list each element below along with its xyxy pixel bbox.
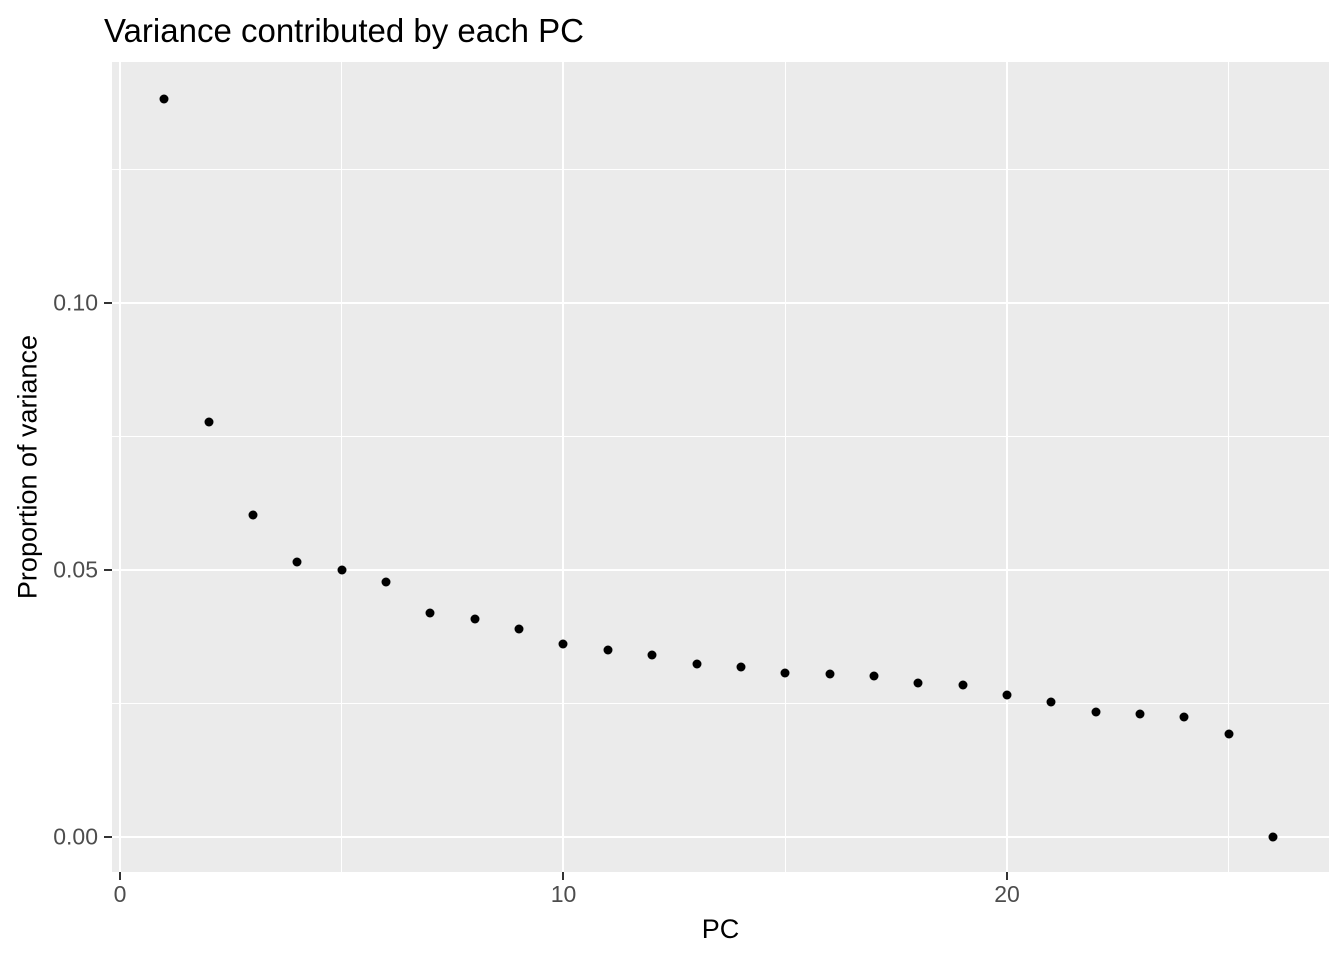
data-point — [825, 669, 835, 679]
data-point — [337, 565, 347, 575]
data-point — [292, 557, 302, 567]
data-point — [1046, 697, 1056, 707]
x-tick-mark — [1006, 872, 1008, 880]
x-axis-title: PC — [701, 914, 740, 944]
x-tick-mark — [562, 872, 565, 880]
gridline-minor-vertical — [784, 62, 786, 872]
data-point — [913, 678, 923, 688]
y-tick-mark — [104, 835, 112, 838]
plot-panel — [112, 62, 1329, 872]
data-point — [1002, 690, 1012, 700]
y-tick-label: 0.10 — [53, 289, 98, 316]
x-tick-mark — [118, 872, 121, 880]
data-point — [692, 659, 702, 669]
gridline-major-horizontal — [112, 568, 1329, 571]
y-tick-mark — [104, 568, 112, 571]
y-axis-title: Proportion of variance — [12, 334, 43, 600]
gridline-minor-horizontal — [112, 702, 1329, 704]
gridline-major-horizontal — [112, 301, 1329, 304]
gridline-minor-vertical — [341, 62, 343, 872]
data-point — [603, 645, 613, 655]
gridline-major-vertical — [118, 62, 121, 872]
data-point — [780, 668, 790, 678]
data-point — [381, 577, 391, 587]
data-point — [470, 614, 480, 624]
data-point — [647, 650, 657, 660]
data-point — [1179, 712, 1189, 722]
data-point — [425, 608, 435, 618]
data-point — [248, 510, 258, 520]
data-point — [1135, 709, 1145, 719]
chart-title: Variance contributed by each PC — [104, 12, 584, 49]
data-point — [869, 671, 879, 681]
data-point — [204, 417, 214, 427]
data-point — [1091, 707, 1101, 717]
data-point — [159, 94, 169, 104]
data-point — [558, 639, 568, 649]
y-tick-label: 0.05 — [53, 556, 98, 583]
gridline-minor-horizontal — [112, 435, 1329, 437]
y-tick-label: 0.00 — [53, 823, 98, 850]
x-tick-label: 10 — [550, 881, 577, 907]
gridline-major-vertical — [1006, 62, 1008, 872]
data-point — [1224, 729, 1234, 739]
data-point — [958, 680, 968, 690]
data-point — [736, 662, 746, 672]
data-point — [1268, 832, 1278, 842]
gridline-major-vertical — [562, 62, 565, 872]
data-point — [514, 624, 524, 634]
x-tick-label: 20 — [994, 881, 1020, 907]
gridline-minor-horizontal — [112, 168, 1329, 170]
gridline-minor-vertical — [1228, 62, 1230, 872]
x-tick-label: 0 — [113, 881, 127, 907]
y-tick-mark — [104, 301, 112, 304]
gridline-major-horizontal — [112, 835, 1329, 838]
